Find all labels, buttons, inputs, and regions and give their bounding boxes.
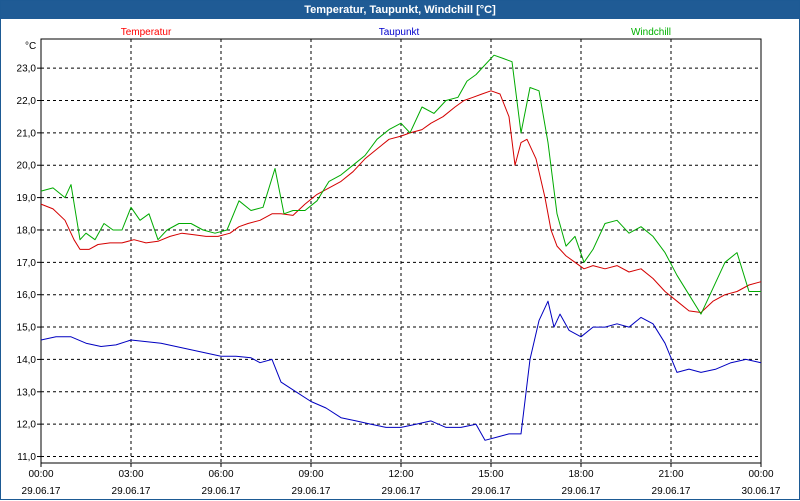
y-tick-label: 22,0 (17, 96, 37, 107)
y-tick-label: 18,0 (17, 225, 37, 236)
y-tick-label: 11,0 (17, 452, 36, 463)
y-tick-label: 21,0 (17, 128, 37, 139)
x-tick-date: 29.06.17 (472, 486, 511, 497)
y-tick-label: 14,0 (17, 355, 37, 366)
x-tick-time: 06:00 (208, 469, 233, 480)
x-tick-date: 29.06.17 (292, 486, 331, 497)
y-tick-label: 23,0 (17, 64, 37, 75)
x-tick-date: 29.06.17 (562, 486, 601, 497)
y-axis-unit: °C (25, 41, 36, 52)
y-tick-label: 19,0 (17, 193, 37, 204)
x-tick-time: 18:00 (568, 469, 593, 480)
x-tick-time: 00:00 (28, 469, 53, 480)
series-line-temperatur (40, 90, 762, 313)
x-tick-time: 12:00 (388, 469, 413, 480)
x-tick-date: 29.06.17 (382, 486, 421, 497)
series-line-windchill (40, 54, 761, 315)
y-tick-label: 16,0 (17, 290, 37, 301)
x-tick-date: 29.06.17 (22, 486, 61, 497)
x-tick-time: 21:00 (658, 469, 683, 480)
legend-entry-temperatur: Temperatur (121, 27, 172, 38)
x-tick-time: 03:00 (118, 469, 143, 480)
series-line-taupunkt (40, 300, 762, 441)
y-tick-label: 17,0 (17, 258, 37, 269)
y-tick-label: 13,0 (17, 387, 37, 398)
x-tick-date: 29.06.17 (112, 486, 151, 497)
y-tick-label: 15,0 (17, 323, 37, 334)
legend-entry-windchill: Windchill (631, 27, 671, 38)
y-tick-label: 20,0 (17, 161, 37, 172)
x-tick-time: 09:00 (298, 469, 323, 480)
x-tick-date: 29.06.17 (652, 486, 691, 497)
window-title: Temperatur, Taupunkt, Windchill [°C] (1, 1, 799, 19)
x-tick-time: 15:00 (478, 469, 503, 480)
x-tick-date: 29.06.17 (202, 486, 241, 497)
x-tick-date: 30.06.17 (742, 486, 781, 497)
y-tick-label: 12,0 (17, 420, 37, 431)
x-tick-time: 00:00 (748, 469, 773, 480)
legend-entry-taupunkt: Taupunkt (379, 27, 420, 38)
